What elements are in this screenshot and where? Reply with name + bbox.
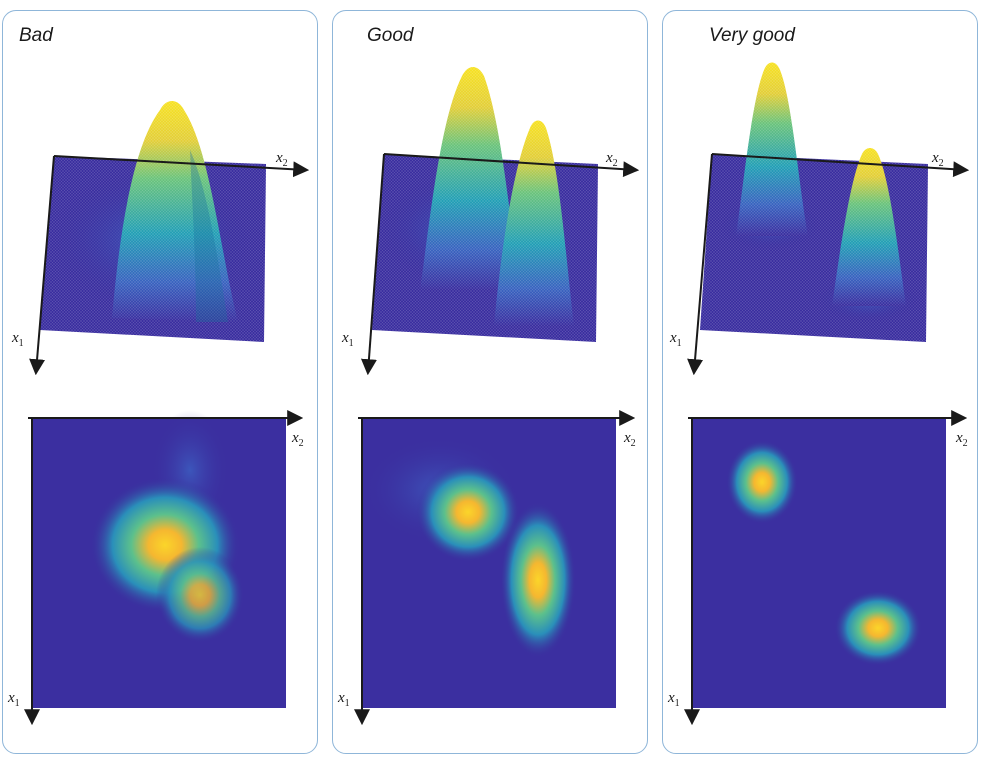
x2-axis-label: x2 — [275, 150, 288, 169]
density-blob — [416, 462, 520, 562]
density-blob — [726, 440, 798, 524]
x1-axis-label: x1 — [7, 690, 20, 709]
x1-axis-label: x1 — [337, 690, 350, 709]
x1-axis-arrow — [360, 153, 385, 376]
x2-axis-label: x2 — [955, 430, 968, 449]
x1-axis-label: x1 — [669, 330, 682, 349]
x1-axis-arrow — [29, 155, 55, 376]
panel-title: Bad — [19, 25, 53, 46]
density-blob — [834, 590, 922, 666]
x1-axis-arrow — [687, 153, 713, 376]
surface-plot-bad: x2 x1 — [11, 101, 310, 376]
x2-axis-label: x2 — [623, 430, 636, 449]
x2-axis-label: x2 — [291, 430, 304, 449]
x2-axis-label: x2 — [605, 150, 618, 169]
x2-axis-arrow — [383, 153, 640, 178]
heatmap-very-good: x2 x1 — [667, 410, 968, 726]
heatmap-good: x2 x1 — [337, 410, 636, 726]
density-blob — [156, 547, 244, 643]
surface-plot-very-good: x2 x1 — [669, 62, 970, 376]
x2-axis-label: x2 — [931, 150, 944, 169]
panel-title: Very good — [709, 25, 795, 46]
x2-axis-arrow — [711, 153, 970, 178]
density-blob — [500, 502, 576, 658]
surface-plot-good: x2 x1 — [341, 67, 640, 376]
x1-axis-label: x1 — [667, 690, 680, 709]
x1-axis-label: x1 — [341, 330, 354, 349]
x1-axis-label: x1 — [11, 330, 24, 349]
x2-axis-arrow — [53, 155, 310, 178]
heatmap-bad: x2 x1 — [7, 410, 304, 726]
panel-title: Good — [367, 25, 414, 46]
